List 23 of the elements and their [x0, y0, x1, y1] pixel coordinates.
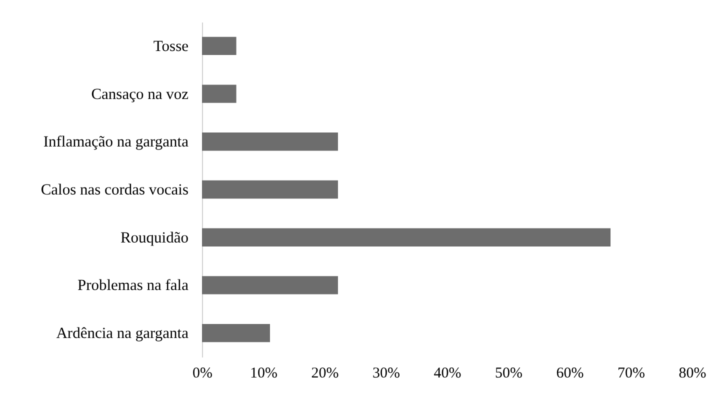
y-tick-label: Cansaço na voz — [91, 86, 189, 103]
x-tick-label: 30% — [372, 366, 400, 382]
bar — [202, 180, 338, 199]
y-tick-label: Problemas na fala — [77, 277, 189, 294]
x-tick-label: 50% — [495, 366, 522, 382]
bar — [202, 276, 338, 294]
x-tick-label: 80% — [678, 366, 706, 382]
y-tick-label: Ardência na garganta — [56, 325, 189, 342]
bar — [202, 36, 236, 56]
x-tick-label: 20% — [311, 366, 339, 382]
y-tick-label: Tosse — [153, 38, 189, 55]
y-tick-label: Inflamação na garganta — [43, 134, 189, 151]
x-tick-label: 0% — [192, 366, 212, 382]
bar — [202, 324, 270, 342]
bar — [202, 228, 611, 246]
x-tick-label: 70% — [618, 366, 645, 382]
bar — [202, 84, 236, 103]
y-tick-label: Rouquidão — [120, 229, 189, 246]
x-tick-label: 60% — [556, 366, 584, 382]
x-tick-label: 40% — [434, 366, 462, 382]
y-tick-label: Calos nas cordas vocais — [40, 182, 188, 198]
bar — [202, 132, 338, 151]
x-tick-label: 10% — [250, 366, 278, 382]
